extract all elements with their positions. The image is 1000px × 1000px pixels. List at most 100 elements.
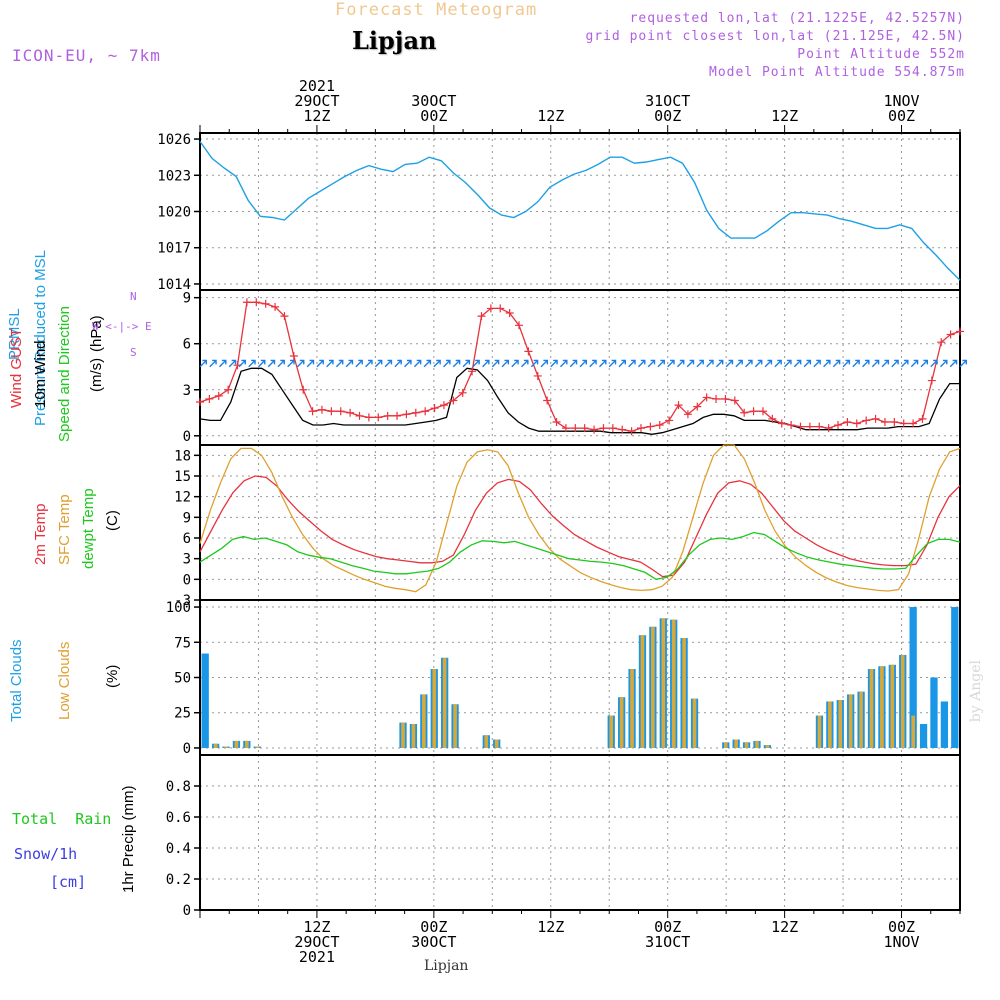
product-title: Forecast Meteogram xyxy=(335,0,538,20)
wind-gust-marker xyxy=(468,367,477,376)
wind-direction-arrow xyxy=(530,359,539,368)
wind-gust-marker xyxy=(421,407,430,416)
wind-gust-marker xyxy=(411,408,420,417)
wind-gust-marker xyxy=(280,312,289,321)
wind-direction-arrow xyxy=(618,359,626,368)
bottom-time-label: 00Z xyxy=(654,918,681,936)
wind-direction-arrow xyxy=(345,359,354,368)
total-cloud-bar xyxy=(441,657,449,748)
wind-gust-line xyxy=(199,301,961,432)
total-cloud-bar xyxy=(753,740,761,748)
wind-gust-marker xyxy=(336,407,345,416)
low-cloud-bar xyxy=(432,669,437,748)
bottom-time-label: 12Z xyxy=(303,918,330,936)
bottom-time-label: 29OCT xyxy=(294,933,339,951)
low-cloud-bar xyxy=(411,724,416,748)
wind-gust-marker xyxy=(674,401,683,410)
wind-gust-marker xyxy=(346,408,355,417)
total-cloud-bar xyxy=(940,701,949,748)
low-cloud-bar xyxy=(609,715,614,748)
wind-gust-marker xyxy=(205,394,214,403)
total-clouds-label: Total Clouds xyxy=(8,639,25,722)
top-time-label: 00Z xyxy=(420,107,447,125)
wind-gust-marker xyxy=(655,421,664,430)
temp-2m-label: 2m Temp xyxy=(32,503,49,565)
total-cloud-bar xyxy=(222,746,230,748)
wind-gust-marker xyxy=(299,385,308,394)
temp-unit-label: (C) xyxy=(104,510,121,531)
total-cloud-bar xyxy=(763,745,772,748)
wind-gust-marker xyxy=(252,298,261,307)
wind-direction-arrow xyxy=(784,359,792,368)
precip-frame xyxy=(199,754,961,911)
total-cloud-bar xyxy=(732,739,740,748)
low-cloud-bar xyxy=(880,666,884,748)
model-label: ICON-EU, ~ 7km xyxy=(12,46,161,65)
wind-direction-arrow xyxy=(832,359,841,368)
wind-direction-arrow xyxy=(667,359,675,368)
wind-gust-marker xyxy=(289,351,298,360)
wind-gust-marker xyxy=(852,419,861,428)
total-cloud-bar xyxy=(482,735,490,748)
bottom-time-label: 00Z xyxy=(888,918,915,936)
wind-direction-arrow xyxy=(482,359,490,368)
wind-gust-marker xyxy=(730,396,739,405)
low-cloud-bar xyxy=(453,704,457,748)
low-cloud-bar xyxy=(671,619,676,748)
wind-direction-arrow xyxy=(715,359,724,368)
wind-gust-marker xyxy=(599,424,608,433)
wind-direction-arrow xyxy=(754,359,763,368)
wind-direction-arrow xyxy=(296,359,305,368)
wind-direction-arrow xyxy=(803,359,812,368)
clouds-frame xyxy=(199,599,961,756)
wind-gust-marker xyxy=(449,396,458,405)
temp-2m-line xyxy=(199,475,961,578)
wind-direction-arrow xyxy=(560,359,568,368)
wind-direction-arrow xyxy=(920,359,929,368)
total-cloud-bar xyxy=(680,638,688,748)
wind-gust-marker xyxy=(815,422,824,431)
wind-gust-marker xyxy=(224,385,233,394)
wind-direction-arrow xyxy=(472,359,480,368)
low-cloud-bar xyxy=(255,746,260,748)
wind-direction-arrow xyxy=(764,359,773,368)
watermark: by Angel xyxy=(968,660,984,723)
wind-gust-marker xyxy=(374,413,383,422)
low-cloud-bar xyxy=(838,700,843,748)
wind-direction-arrow xyxy=(823,359,831,368)
low-cloud-bar xyxy=(245,740,249,748)
wind-gust-marker xyxy=(571,424,580,433)
wind-gust-marker xyxy=(242,298,251,307)
wind-direction-arrow xyxy=(725,359,734,368)
bottom-time-label: 1NOV xyxy=(883,933,919,951)
top-time-label: 00Z xyxy=(888,107,915,125)
total-cloud-bar xyxy=(628,669,636,748)
wind-direction-arrow xyxy=(745,359,753,368)
temp-sfc-line xyxy=(199,444,961,593)
wind-gust-marker xyxy=(636,424,645,433)
wind-direction-arrow xyxy=(540,359,549,368)
wind-gust-marker xyxy=(233,361,242,370)
precip-labels: Total Rain Snow/1h [cm] 1hr Precip (mm) xyxy=(0,755,200,910)
wind-direction-arrow xyxy=(433,359,441,368)
wind-gust-marker xyxy=(430,404,439,413)
wind-gust-marker xyxy=(824,424,833,433)
total-cloud-bar xyxy=(919,724,928,748)
wind-direction-label: Speed and Direction xyxy=(56,306,73,442)
low-cloud-bar xyxy=(734,739,738,748)
low-cloud-bar xyxy=(744,742,749,748)
total-cloud-bar xyxy=(836,700,844,748)
wind-gust-marker xyxy=(271,302,280,311)
wind-gust-marker xyxy=(890,417,899,426)
wind-labels: Wind GUST 10m Wind Speed and Direction (… xyxy=(0,290,200,445)
wind-gust-marker xyxy=(561,424,570,433)
wind-direction-arrow xyxy=(589,359,597,368)
wind-gust-marker xyxy=(768,414,777,423)
model-point-altitude: Model Point Altitude 554.875m xyxy=(709,65,965,80)
low-cloud-bar xyxy=(692,698,697,748)
temp-dewpt-line xyxy=(199,531,961,580)
wind-direction-arrow xyxy=(443,359,451,368)
wind-gust-marker xyxy=(787,421,796,430)
pressure-labels: PRMSL Pressure Reduced to MSL (hPa) xyxy=(0,120,200,426)
